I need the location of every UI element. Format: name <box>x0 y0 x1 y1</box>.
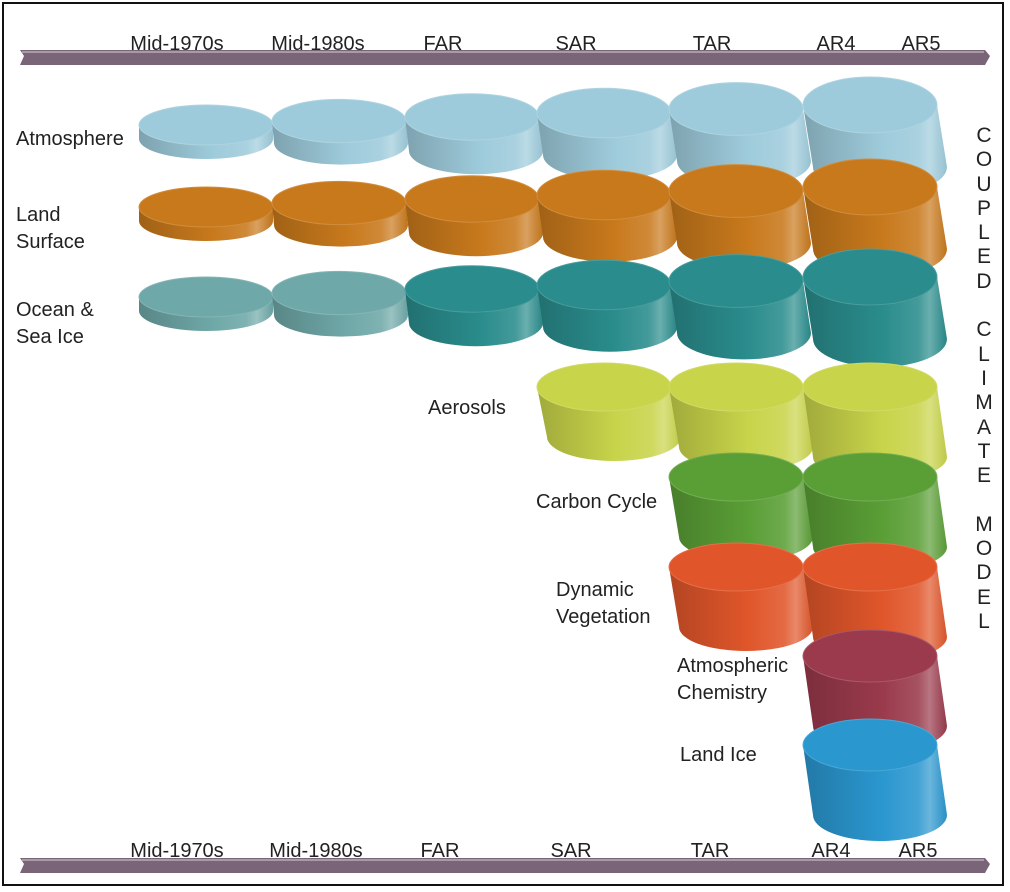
side-title-letter: M <box>975 512 993 536</box>
side-title-letter <box>972 488 996 512</box>
timeline-bar-top <box>20 50 990 65</box>
component-label-carbon-cycle: Carbon Cycle <box>536 491 658 513</box>
era-label-bottom: FAR <box>420 840 460 862</box>
side-title-letter: U <box>976 172 992 196</box>
era-label-bottom: SAR <box>550 840 592 862</box>
era-label-bottom: AR4 <box>811 840 851 862</box>
era-label-top: AR5 <box>901 33 941 55</box>
side-title-letter: E <box>976 245 991 269</box>
cylinder-ocean-sea-ice-mid-1970s <box>138 276 274 331</box>
cylinder-carbon-cycle-tar <box>668 452 813 561</box>
component-label-ocean-sea-ice: Ocean & Sea Ice <box>16 299 94 348</box>
cylinder-land-surface-tar <box>668 164 811 270</box>
cylinder-dynamic-vegetation-tar <box>668 542 813 651</box>
era-label-bottom: AR5 <box>898 840 938 862</box>
era-label-bottom: Mid-1980s <box>269 840 363 862</box>
side-title-letter: L <box>978 609 990 633</box>
era-label-top: AR4 <box>816 33 856 55</box>
side-title-letter: E <box>976 464 991 488</box>
side-title-letter: I <box>981 366 987 390</box>
timeline-bar-bottom <box>20 858 990 873</box>
side-title-letter <box>972 294 996 318</box>
side-title-letter: O <box>975 148 993 172</box>
cylinder-ocean-sea-ice-ar4 <box>802 248 947 367</box>
era-label-top: Mid-1980s <box>271 33 365 55</box>
side-title-letter: D <box>976 561 992 585</box>
side-title-letter: C <box>976 124 992 147</box>
side-title-letter: D <box>976 269 992 293</box>
cylinder-atmosphere-sar <box>536 87 677 180</box>
component-label-land-ice: Land Ice <box>680 744 757 766</box>
side-title-letter: M <box>975 391 993 415</box>
side-title-letter: T <box>977 439 991 463</box>
side-title-letter: L <box>978 221 990 245</box>
era-label-top: SAR <box>555 33 597 55</box>
cylinder-aerosols-tar <box>668 362 813 471</box>
cylinder-aerosols-sar <box>536 362 681 461</box>
cylinder-atmosphere-mid-1970s <box>138 104 274 159</box>
side-title-letter: L <box>978 342 990 366</box>
component-label-atmosphere: Atmosphere <box>16 128 124 150</box>
era-label-top: TAR <box>692 33 732 55</box>
component-label-dynamic-vegetation: Dynamic Vegetation <box>556 579 651 628</box>
side-title-letter: C <box>976 318 992 342</box>
side-title-letter: A <box>976 415 991 439</box>
era-label-bottom: TAR <box>690 840 730 862</box>
component-label-land-surface: Land Surface <box>16 204 85 253</box>
cylinder-land-surface-far <box>404 175 543 257</box>
cylinder-ocean-sea-ice-far <box>404 265 543 347</box>
component-label-aerosols: Aerosols <box>428 397 506 419</box>
cylinder-land-ice-ar4 <box>802 718 947 841</box>
cylinder-atmosphere-far <box>404 93 543 175</box>
cylinder-land-surface-mid-1980s <box>271 180 408 247</box>
side-title-letter: O <box>975 537 993 561</box>
era-label-top: FAR <box>423 33 463 55</box>
cylinder-ocean-sea-ice-sar <box>536 259 677 352</box>
side-title-letter: P <box>976 196 991 220</box>
side-title-letter: E <box>976 585 991 609</box>
cylinder-land-surface-mid-1970s <box>138 186 274 241</box>
component-label-atmospheric-chemistry: Atmospheric Chemistry <box>677 655 789 704</box>
cylinder-ocean-sea-ice-tar <box>668 254 811 360</box>
cylinder-land-surface-sar <box>536 169 677 262</box>
era-label-bottom: Mid-1970s <box>130 840 224 862</box>
cylinder-atmosphere-mid-1980s <box>271 98 408 165</box>
era-label-top: Mid-1970s <box>130 33 224 55</box>
cylinder-ocean-sea-ice-mid-1980s <box>271 270 408 337</box>
